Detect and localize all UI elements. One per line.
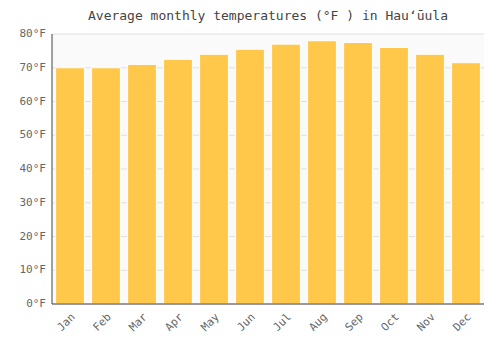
bar — [128, 64, 157, 304]
title: Average monthly temperatures (°F ) in Ha… — [88, 8, 448, 23]
x-axis: Jan Feb Mar Apr May Jun Jul Aug Sep Oct Nov Dec — [55, 310, 474, 334]
x-tick-label: Feb — [91, 311, 114, 334]
chart-container: 0°F 10°F 20°F 30°F 40°F 50°F 60°F 70°F 80°F Jan Fe… — [0, 0, 500, 350]
y-tick-label: 40°F — [20, 162, 47, 175]
x-tick-label: Jan — [55, 311, 78, 334]
y-axis-line — [52, 34, 53, 304]
grid — [52, 34, 484, 304]
y-tick-label: 70°F — [20, 61, 47, 74]
bar — [380, 48, 409, 305]
bar — [92, 68, 121, 304]
bar — [308, 41, 337, 304]
bar — [164, 59, 193, 304]
x-tick-label: Jun — [235, 311, 258, 334]
x-tick-label: Jul — [271, 311, 294, 334]
y-axis: 0°F 10°F 20°F 30°F 40°F 50°F 60°F 70°F 80°F — [20, 27, 47, 310]
bar — [344, 42, 373, 304]
x-axis-line — [52, 304, 484, 305]
y-tick-label: 30°F — [20, 196, 47, 209]
x-tick-label: Sep — [343, 311, 366, 334]
bar — [56, 68, 85, 304]
x-tick-label: Mar — [127, 310, 151, 334]
y-tick-label: 80°F — [20, 27, 47, 40]
x-tick-label: Nov — [415, 310, 439, 334]
x-tick-label: Apr — [163, 310, 187, 334]
x-tick-label: Oct — [379, 311, 402, 334]
bars — [56, 41, 481, 304]
bar — [416, 54, 445, 304]
bar — [200, 54, 229, 304]
chart: 0°F 10°F 20°F 30°F 40°F 50°F 60°F 70°F 80°F Jan Fe… — [0, 0, 500, 350]
plot-background — [52, 34, 484, 304]
grid-line — [52, 34, 484, 35]
y-tick-label: 50°F — [20, 128, 47, 141]
y-tick-label: 10°F — [20, 263, 47, 276]
bar — [236, 49, 265, 304]
x-tick-label: Dec — [451, 311, 474, 334]
grid-line — [52, 304, 484, 305]
y-tick-label: 20°F — [20, 230, 47, 243]
y-tick-label: 0°F — [26, 297, 46, 310]
x-tick-label: May — [199, 310, 223, 334]
x-tick-label: Aug — [307, 311, 330, 334]
bar — [272, 44, 301, 304]
bar — [452, 63, 481, 304]
y-tick-label: 60°F — [20, 95, 47, 108]
